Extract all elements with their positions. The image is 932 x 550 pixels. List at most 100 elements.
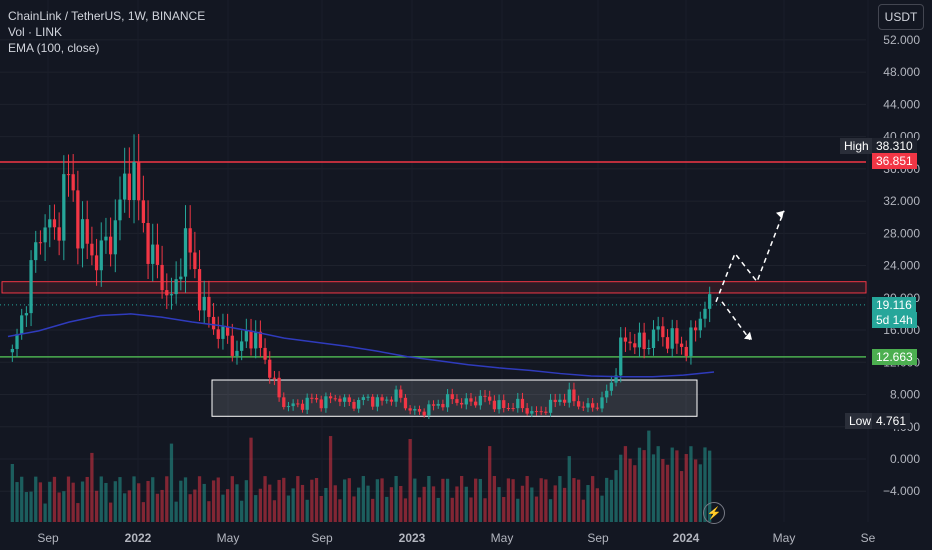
candle-body	[413, 408, 417, 411]
candle-body	[361, 397, 365, 401]
volume-bar	[474, 478, 478, 522]
volume-bar	[137, 483, 141, 522]
volume-bar	[193, 489, 197, 522]
price-tick-label: 28.000	[883, 226, 920, 240]
candle-body	[197, 269, 202, 311]
volume-bar	[207, 501, 211, 522]
volume-bar	[291, 488, 295, 522]
ema-legend[interactable]: EMA (100, close)	[8, 41, 100, 55]
volume-bar	[230, 476, 234, 522]
candles	[10, 133, 712, 420]
candle-body	[679, 343, 684, 347]
candle-body	[483, 395, 487, 397]
volume-bar	[10, 464, 14, 522]
candle-body	[445, 394, 450, 408]
candle-body	[85, 219, 89, 244]
volume-bar	[450, 497, 454, 522]
volume-bar	[249, 437, 253, 522]
volume-bar	[656, 446, 660, 522]
volume-bar	[85, 476, 89, 522]
candle-body	[282, 397, 286, 408]
candle-body	[104, 236, 108, 241]
volume-bar	[403, 498, 408, 522]
volume-bar	[553, 485, 557, 522]
candle-body	[708, 294, 712, 309]
candle-body	[675, 328, 679, 344]
low-value: 4.761	[872, 413, 911, 429]
volume-bar	[394, 476, 398, 522]
chart-legend: ChainLink / TetherUS, 1W, BINANCE Vol · …	[8, 8, 205, 56]
candle-body	[595, 407, 599, 409]
volume-bar	[469, 497, 473, 522]
candle-body	[544, 411, 548, 413]
volume-bar	[361, 476, 365, 522]
time-tick-label: Sep	[37, 531, 59, 545]
volume-bar	[123, 493, 127, 522]
volume-bar	[197, 476, 202, 522]
candle-body	[113, 220, 117, 255]
candle-body	[693, 327, 698, 331]
candle-body	[581, 406, 585, 408]
volume-bar	[342, 479, 347, 522]
volume-bar	[38, 482, 43, 522]
volume-bar	[132, 476, 136, 522]
candle-body	[488, 396, 492, 401]
volume-bar	[375, 479, 380, 522]
candle-body	[263, 347, 267, 360]
volume-bar	[52, 476, 57, 522]
candle-body	[558, 399, 562, 403]
candle-body	[380, 397, 384, 401]
volume-bar	[221, 494, 225, 522]
volume-bar	[661, 459, 665, 522]
candle-body	[272, 377, 277, 379]
lightning-icon[interactable]: ⚡	[703, 502, 725, 524]
volume-bar	[179, 480, 183, 522]
volume-bar	[511, 479, 515, 522]
volume-bar	[623, 446, 628, 522]
volume-legend[interactable]: Vol · LINK	[8, 25, 63, 39]
volume-bar	[141, 502, 146, 522]
candle-body	[137, 161, 141, 201]
volume-bar	[488, 446, 492, 522]
volume-bar	[338, 499, 342, 522]
resistance-price-tag: 36.851	[872, 153, 917, 169]
volume-bar	[614, 470, 618, 522]
volume-bar	[333, 485, 337, 522]
volume-bar	[698, 464, 702, 522]
candle-body	[436, 403, 440, 406]
candle-body	[258, 331, 263, 348]
volume-bar	[34, 476, 38, 522]
volume-bar	[211, 480, 216, 522]
candle-body	[324, 396, 328, 409]
volume-bar	[202, 483, 206, 522]
volume-bar	[286, 495, 291, 522]
volume-bars	[10, 430, 712, 522]
candle-body	[492, 400, 497, 410]
volume-bar	[642, 450, 646, 522]
candle-body	[661, 326, 665, 338]
candle-body	[670, 328, 674, 349]
volume-bar	[282, 477, 286, 522]
candle-body	[399, 389, 403, 398]
candle-body	[684, 346, 688, 356]
volume-bar	[651, 454, 656, 522]
volume-bar	[530, 487, 534, 522]
projection-arrows	[715, 210, 785, 341]
symbol-title[interactable]: ChainLink / TetherUS, 1W, BINANCE	[8, 9, 206, 23]
candle-body	[366, 396, 370, 398]
candle-body	[314, 398, 319, 400]
volume-bar	[436, 497, 440, 522]
currency-button[interactable]: USDT	[878, 4, 924, 30]
candle-body	[62, 174, 66, 241]
volume-bar	[371, 498, 375, 522]
candle-body	[244, 330, 248, 342]
candle-body	[637, 332, 642, 348]
candle-body	[459, 402, 464, 405]
time-tick-label: May	[773, 531, 796, 545]
volume-bar	[160, 489, 164, 522]
volume-bar	[441, 478, 445, 522]
price-tick-label: 32.000	[883, 194, 920, 208]
candle-body	[216, 329, 220, 339]
candle-body	[539, 411, 543, 413]
